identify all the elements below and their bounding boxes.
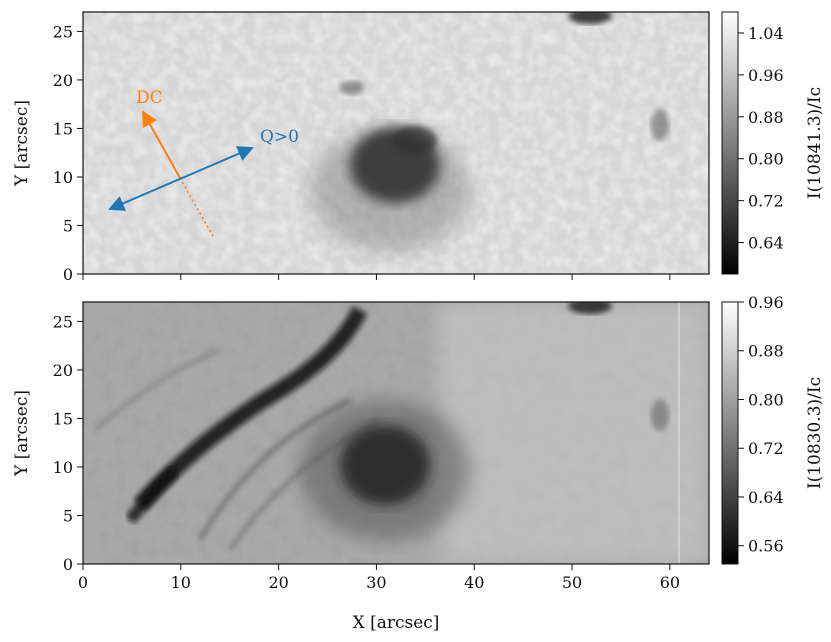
x-tick-label: 0	[78, 573, 88, 592]
y-tick-label: 0	[63, 265, 73, 284]
axes: 0 5 10 15 20 25 0 10 20 30 40 50 60 0 5 10 15 20 25	[53, 22, 680, 592]
colorbar-tick-label: 0.88	[748, 342, 784, 361]
colorbar-tick-label: 0.80	[748, 390, 784, 409]
colorbar-bottom-label: I(10830.3)/Iᴄ	[805, 377, 825, 489]
x-tick-label: 30	[366, 573, 386, 592]
x-tick-label: 20	[268, 573, 288, 592]
colorbar-tick-label: 0.72	[748, 439, 784, 458]
panel-bottom-ylabel: Y [arcsec]	[12, 390, 32, 477]
y-tick-label: 25	[53, 22, 73, 41]
colorbar-tick-label: 0.64	[748, 234, 784, 253]
y-tick-label: 10	[53, 458, 73, 477]
colorbar-tick-label: 0.88	[748, 108, 784, 127]
panel-bottom-image	[83, 302, 709, 564]
panel-top-frame	[82, 11, 710, 275]
y-tick-label: 20	[53, 361, 73, 380]
y-tick-label: 5	[63, 216, 73, 235]
panel-top-ylabel: Y [arcsec]	[12, 100, 32, 187]
y-tick-label: 25	[53, 312, 73, 331]
q-label: Q>0	[260, 127, 299, 147]
colorbar-tick-label: 0.72	[748, 192, 784, 211]
colorbar-tick-label: 1.04	[748, 24, 784, 43]
colorbar-tick-label: 0.96	[748, 66, 784, 85]
colorbar-top-label: I(10841.3)/Iᴄ	[805, 87, 825, 199]
y-tick-label: 0	[63, 555, 73, 574]
colorbar-tick-label: 0.56	[748, 537, 784, 556]
colorbar-tick-label: 0.96	[748, 293, 784, 312]
panel-bottom-frame	[82, 301, 710, 565]
colorbar-top	[721, 11, 739, 275]
panel-top-image	[83, 12, 709, 274]
dc-label: DC	[136, 88, 163, 108]
colorbar-tick-label: 0.80	[748, 150, 784, 169]
x-tick-label: 10	[171, 573, 191, 592]
q-arrow	[108, 146, 254, 211]
x-tick-label: 50	[562, 573, 582, 592]
colorbar-ticks: 0.64 0.72 0.80 0.88 0.96 1.04 0.56 0.64 0.72 0.80…	[738, 24, 784, 556]
colorbar-tick-label: 0.64	[748, 488, 784, 507]
xlabel: X [arcsec]	[353, 613, 440, 633]
x-tick-label: 60	[660, 573, 680, 592]
y-tick-label: 5	[63, 506, 73, 525]
colorbar-bottom	[721, 301, 739, 565]
x-tick-label: 40	[464, 573, 484, 592]
y-tick-label: 15	[53, 119, 73, 138]
y-tick-label: 10	[53, 168, 73, 187]
y-tick-label: 20	[53, 71, 73, 90]
y-tick-label: 15	[53, 409, 73, 428]
